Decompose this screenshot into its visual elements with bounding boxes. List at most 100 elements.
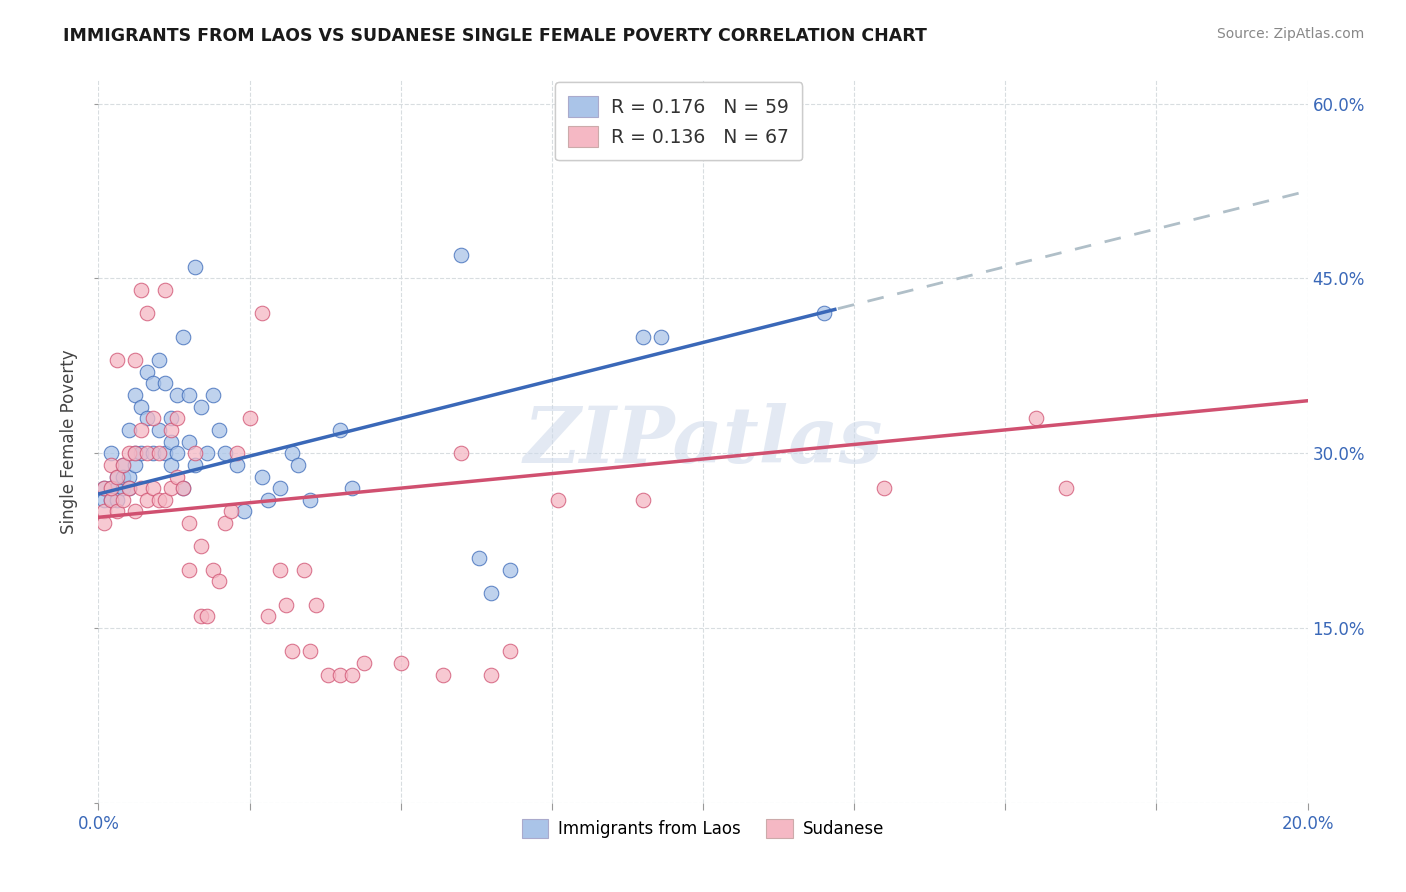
Point	[184, 260, 207, 274]
Point	[118, 469, 141, 483]
Point	[100, 458, 122, 472]
Point	[342, 667, 364, 681]
Point	[160, 458, 183, 472]
Text: Source: ZipAtlas.com: Source: ZipAtlas.com	[1216, 27, 1364, 41]
Point	[105, 492, 128, 507]
Point	[111, 481, 134, 495]
Point	[195, 446, 218, 460]
Point	[124, 353, 146, 368]
Point	[111, 492, 134, 507]
Point	[547, 492, 569, 507]
Point	[153, 492, 176, 507]
Point	[250, 469, 273, 483]
Point	[105, 353, 128, 368]
Point	[226, 446, 249, 460]
Point	[202, 388, 225, 402]
Point	[179, 388, 201, 402]
Point	[179, 516, 201, 530]
Point	[256, 492, 278, 507]
Point	[100, 492, 122, 507]
Point	[329, 423, 352, 437]
Point	[124, 446, 146, 460]
Y-axis label: Single Female Poverty: Single Female Poverty	[60, 350, 79, 533]
Point	[129, 400, 152, 414]
Point	[195, 609, 218, 624]
Point	[100, 446, 122, 460]
Point	[142, 376, 165, 391]
Point	[135, 306, 157, 320]
Point	[208, 574, 231, 589]
Point	[153, 446, 176, 460]
Point	[124, 504, 146, 518]
Point	[299, 492, 322, 507]
Point	[105, 481, 128, 495]
Point	[153, 283, 176, 297]
Point	[305, 598, 328, 612]
Point	[166, 388, 188, 402]
Point	[93, 481, 115, 495]
Point	[148, 446, 170, 460]
Point	[281, 644, 304, 658]
Point	[93, 481, 115, 495]
Point	[450, 446, 472, 460]
Point	[105, 469, 128, 483]
Point	[100, 481, 122, 495]
Point	[468, 551, 491, 566]
Point	[250, 306, 273, 320]
Point	[172, 481, 194, 495]
Point	[172, 481, 194, 495]
Point	[166, 446, 188, 460]
Point	[160, 411, 183, 425]
Point	[481, 586, 503, 600]
Point	[631, 329, 654, 343]
Point	[232, 504, 254, 518]
Point	[208, 423, 231, 437]
Point	[172, 329, 194, 343]
Point	[129, 423, 152, 437]
Point	[226, 458, 249, 472]
Point	[184, 446, 207, 460]
Point	[631, 492, 654, 507]
Point	[129, 481, 152, 495]
Legend: Immigrants from Laos, Sudanese: Immigrants from Laos, Sudanese	[515, 813, 891, 845]
Point	[1024, 411, 1046, 425]
Point	[135, 446, 157, 460]
Point	[353, 656, 375, 670]
Point	[190, 609, 212, 624]
Point	[389, 656, 412, 670]
Point	[148, 423, 170, 437]
Point	[135, 411, 157, 425]
Text: IMMIGRANTS FROM LAOS VS SUDANESE SINGLE FEMALE POVERTY CORRELATION CHART: IMMIGRANTS FROM LAOS VS SUDANESE SINGLE …	[63, 27, 927, 45]
Point	[124, 446, 146, 460]
Point	[153, 376, 176, 391]
Point	[166, 469, 188, 483]
Point	[129, 446, 152, 460]
Point	[179, 563, 201, 577]
Point	[118, 481, 141, 495]
Point	[142, 411, 165, 425]
Point	[274, 598, 297, 612]
Point	[450, 248, 472, 262]
Point	[342, 481, 364, 495]
Point	[160, 423, 183, 437]
Text: ZIPatlas: ZIPatlas	[523, 403, 883, 480]
Point	[316, 667, 339, 681]
Point	[214, 516, 236, 530]
Point	[111, 458, 134, 472]
Point	[481, 667, 503, 681]
Point	[184, 458, 207, 472]
Point	[269, 563, 291, 577]
Point	[190, 400, 212, 414]
Point	[111, 469, 134, 483]
Point	[256, 609, 278, 624]
Point	[813, 306, 835, 320]
Point	[873, 481, 896, 495]
Point	[129, 283, 152, 297]
Point	[166, 411, 188, 425]
Point	[148, 353, 170, 368]
Point	[135, 365, 157, 379]
Point	[93, 504, 115, 518]
Point	[190, 540, 212, 554]
Point	[1054, 481, 1077, 495]
Point	[118, 423, 141, 437]
